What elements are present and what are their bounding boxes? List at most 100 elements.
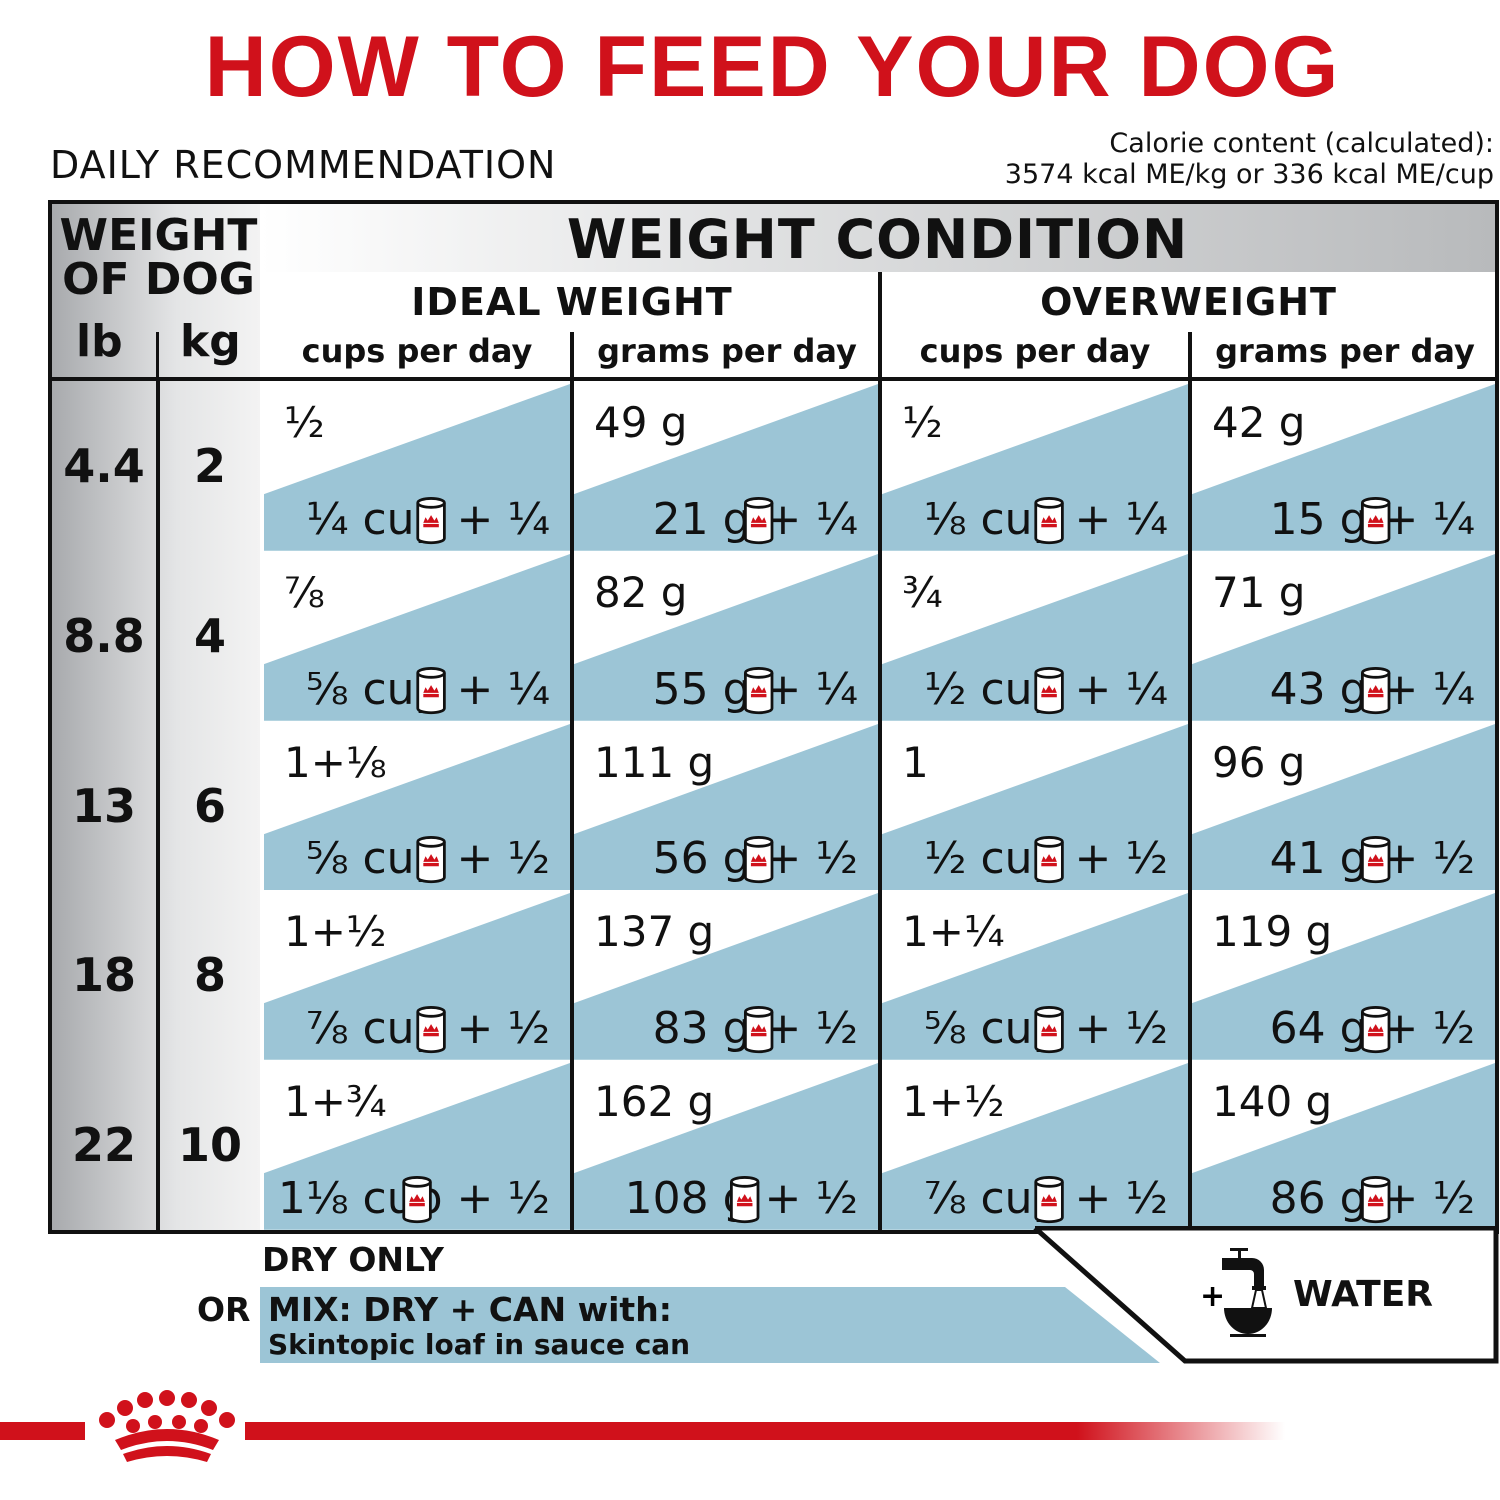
table-cell: ⅞ ⅝ cup + ¼	[264, 553, 570, 721]
dry-only-amount: ¾	[902, 567, 943, 617]
dry-only-amount: ½	[284, 398, 325, 447]
legend-can-name: Skintopic loaf in sauce can	[268, 1328, 691, 1361]
ideal-weight-heading: IDEAL WEIGHT	[411, 280, 733, 324]
table-cell: 1+⅛ ⅝ cup + ½	[264, 723, 570, 891]
legend-dry-only: DRY ONLY	[262, 1240, 444, 1279]
feeding-table: WEIGHT CONDITION WEIGHT OF DOG lb kg IDE…	[48, 200, 1499, 1234]
dry-only-amount: 96 g	[1212, 737, 1306, 787]
mix-triangle	[574, 1063, 878, 1230]
mix-amount: 15 g + ¼	[1270, 494, 1481, 545]
table-cell: 1+½ ⅞ cup + ½	[882, 1063, 1188, 1230]
dry-only-amount: 1+¾	[284, 1077, 387, 1127]
mix-triangle	[574, 553, 878, 721]
mix-amount: 43 g + ¼	[1270, 664, 1481, 715]
water-plus: +	[1200, 1279, 1225, 1314]
subcol-over-cups: cups per day	[919, 332, 1151, 370]
mix-triangle	[882, 553, 1188, 721]
mix-triangle	[882, 384, 1188, 551]
dry-only-amount: 71 g	[1212, 567, 1306, 617]
table-cell: ¾ ½ cup + ¼	[882, 553, 1188, 721]
mix-amount: 108 g + ½	[625, 1173, 864, 1224]
weight-kg: 10	[177, 1118, 242, 1173]
mix-amount: ⅝ cup + ½	[306, 833, 556, 884]
mix-triangle	[1192, 384, 1495, 551]
dry-only-amount: 1+¼	[902, 907, 1005, 957]
legend-mix-label: MIX: DRY + CAN with:	[268, 1290, 672, 1329]
dry-only-amount: 111 g	[594, 737, 715, 787]
legend-or: OR	[197, 1290, 251, 1329]
table-cell: 96 g 41 g + ½	[1192, 723, 1495, 891]
dry-only-amount: ½	[902, 398, 943, 447]
water-label: WATER	[1293, 1274, 1434, 1315]
subcol-ideal-cups: cups per day	[301, 332, 533, 370]
mix-amount: 56 g + ½	[653, 833, 864, 884]
page-title: HOW TO FEED YOUR DOG	[204, 19, 1341, 115]
calorie-line-2: 3574 kcal ME/kg or 336 kcal ME/cup	[1004, 159, 1494, 190]
weight-kg: 2	[193, 439, 226, 493]
dry-only-amount: 1+⅛	[284, 737, 387, 787]
mix-amount: 21 g + ¼	[653, 494, 864, 545]
mix-amount: ½ cup + ½	[924, 833, 1174, 884]
mix-triangle	[1192, 1063, 1495, 1230]
weight-kg: 4	[193, 608, 226, 663]
calorie-line-1: Calorie content (calculated):	[1109, 128, 1494, 159]
table-cell: 140 g 86 g + ½	[1192, 1063, 1495, 1230]
mix-triangle	[264, 893, 570, 1061]
water-box: +	[1033, 1226, 1499, 1364]
column-divider	[156, 377, 160, 1230]
weight-lb: 22	[71, 1118, 136, 1173]
overweight-heading: OVERWEIGHT	[1040, 280, 1337, 324]
mix-amount: ⅞ cup + ½	[306, 1003, 556, 1054]
weight-lb: 13	[71, 778, 136, 833]
column-divider	[878, 272, 882, 1230]
mix-amount: ⅝ cup + ¼	[306, 664, 556, 715]
weight-lb: 18	[71, 948, 136, 1003]
mix-triangle	[574, 893, 878, 1061]
royal-crown-logo	[99, 1390, 235, 1462]
mix-amount: ⅝ cup + ½	[924, 1003, 1174, 1054]
lb-heading: lb	[76, 316, 123, 367]
mix-amount: 64 g + ½	[1270, 1003, 1481, 1054]
mix-triangle	[882, 893, 1188, 1061]
table-cell: 71 g 43 g + ¼	[1192, 553, 1495, 721]
weight-lb: 4.4	[63, 439, 145, 493]
mix-amount: 55 g + ¼	[653, 664, 864, 715]
mix-triangle	[574, 723, 878, 891]
mix-triangle	[264, 1063, 570, 1230]
weight-kg: 8	[193, 948, 226, 1003]
dry-only-amount: 49 g	[594, 398, 688, 447]
dry-only-amount: 119 g	[1212, 907, 1333, 957]
dry-only-amount: 140 g	[1212, 1077, 1333, 1127]
mix-triangle	[882, 723, 1188, 891]
daily-recommendation-heading: DAILY RECOMMENDATION	[50, 143, 557, 187]
dry-only-amount: 82 g	[594, 567, 688, 617]
mix-triangle	[264, 723, 570, 891]
table-cell: ½ ¼ cup + ¼	[264, 384, 570, 551]
legend-mix-band	[260, 1287, 1160, 1363]
mix-triangle	[1192, 723, 1495, 891]
mix-amount: 41 g + ½	[1270, 833, 1481, 884]
subcol-over-grams: grams per day	[1215, 332, 1475, 370]
mix-triangle	[882, 1063, 1188, 1230]
mix-amount: 83 g + ½	[653, 1003, 864, 1054]
mix-amount: ⅛ cup + ¼	[924, 494, 1174, 545]
table-cell: 82 g 55 g + ¼	[574, 553, 878, 721]
dry-only-amount: 1+½	[284, 907, 387, 957]
table-cell: 111 g 56 g + ½	[574, 723, 878, 891]
kg-heading: kg	[180, 316, 241, 367]
dry-only-amount: 42 g	[1212, 398, 1306, 447]
subcol-ideal-grams: grams per day	[597, 332, 857, 370]
dry-only-amount: 162 g	[594, 1077, 715, 1127]
mix-triangle	[264, 553, 570, 721]
weight-condition-heading: WEIGHT CONDITION	[566, 208, 1189, 271]
table-cell: 1+¾ 1⅛ cup + ½	[264, 1063, 570, 1230]
mix-amount: 86 g + ½	[1270, 1173, 1481, 1224]
table-cell: 119 g 64 g + ½	[1192, 893, 1495, 1061]
mix-amount: ⅞ cup + ½	[924, 1173, 1174, 1224]
weight-of-dog-heading: WEIGHT OF DOG	[59, 210, 258, 305]
table-cell: 1+½ ⅞ cup + ½	[264, 893, 570, 1061]
table-cell: ½ ⅛ cup + ¼	[882, 384, 1188, 551]
table-cell: 1+¼ ⅝ cup + ½	[882, 893, 1188, 1061]
column-divider	[570, 332, 574, 1230]
mix-triangle	[1192, 893, 1495, 1061]
